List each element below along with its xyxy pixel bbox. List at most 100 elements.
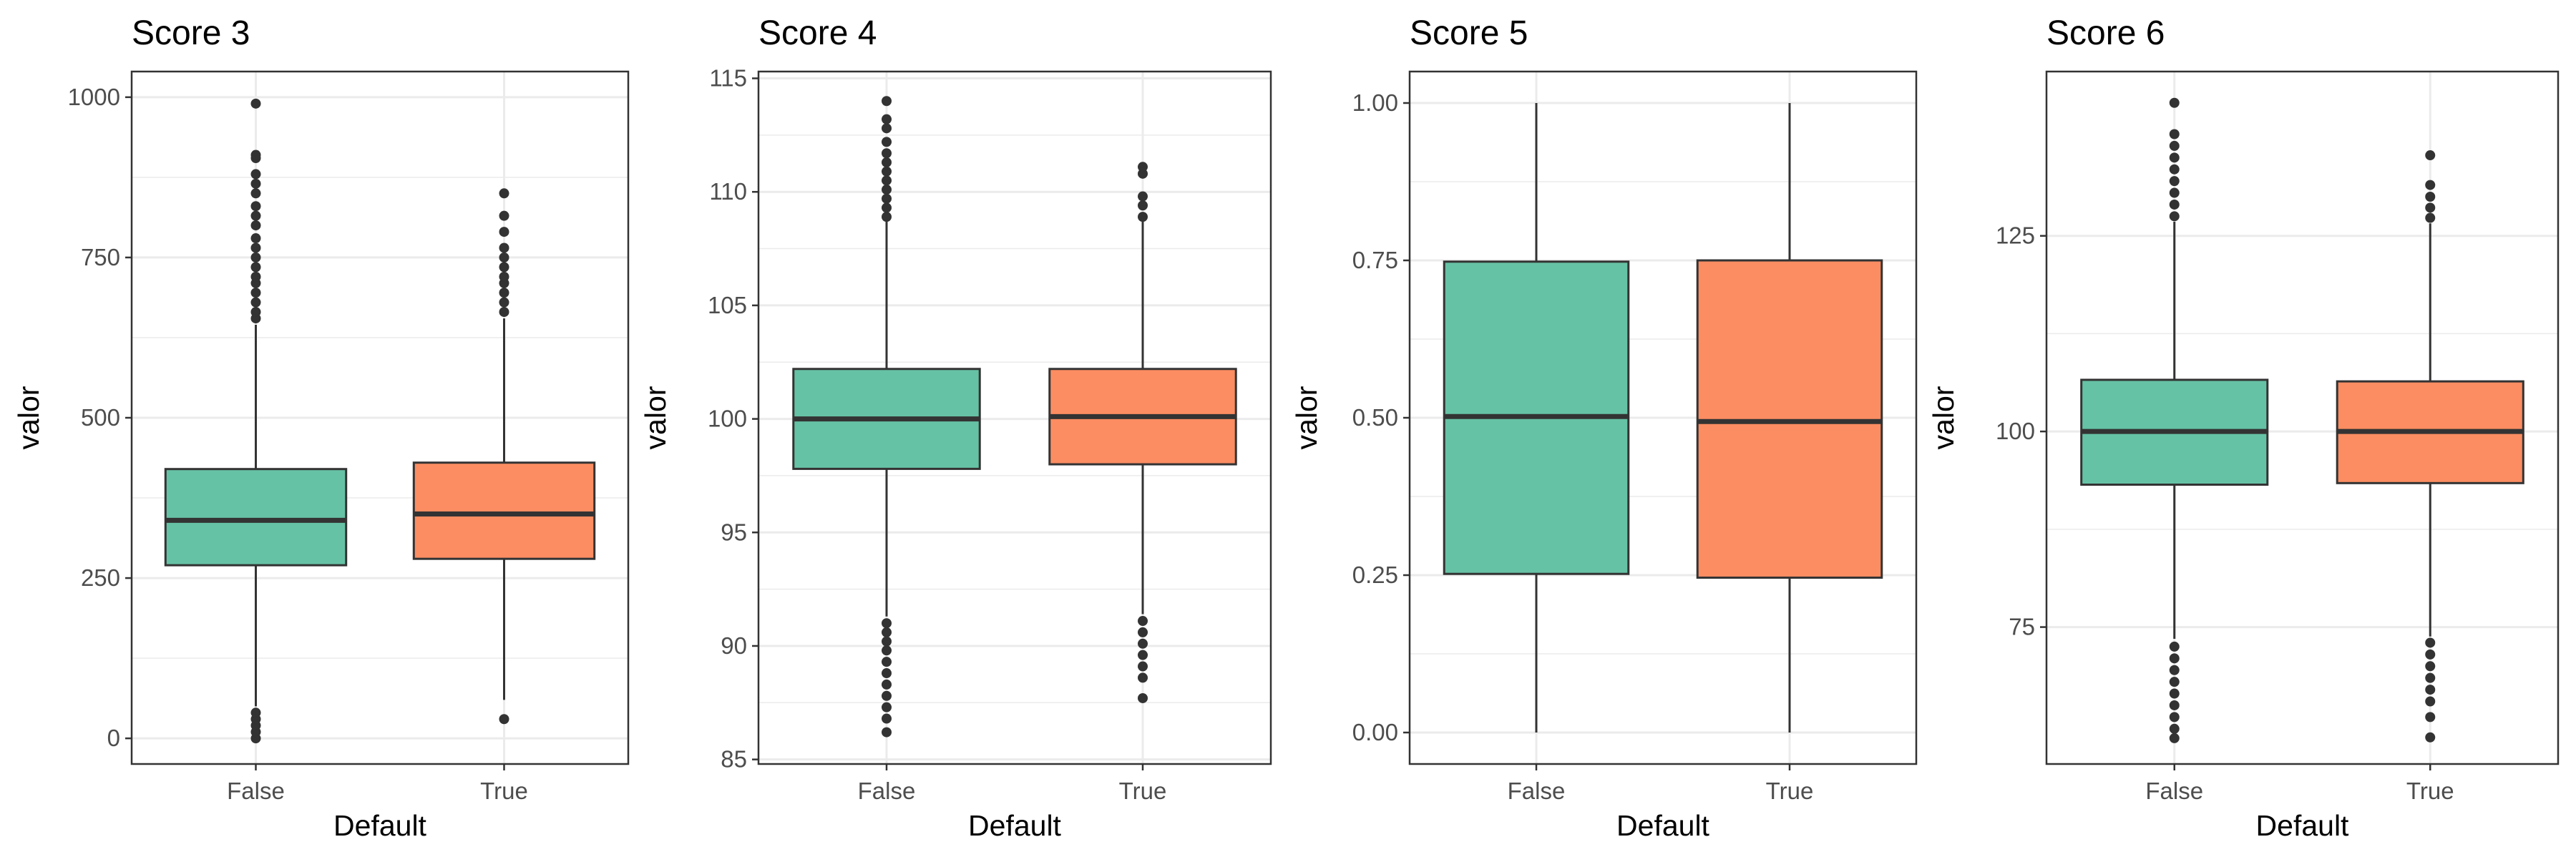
y-tick-label: 115 [709, 65, 747, 92]
outlier-point [882, 185, 892, 195]
y-axis-title: valor [12, 386, 45, 450]
y-tick-label: 0.50 [1352, 404, 1398, 431]
outlier-point [2425, 202, 2436, 213]
outlier-point [882, 668, 892, 679]
box-false [2080, 97, 2269, 743]
outlier-point [499, 188, 509, 199]
outlier-point [2169, 688, 2180, 699]
outlier-point [250, 297, 261, 308]
panel-2: 85 90 95 100 105 110 115 False True Score 4 Defaul… [639, 14, 1272, 842]
x-tick-label: True [480, 778, 528, 804]
outlier-point [2169, 641, 2180, 652]
outlier-point [1138, 661, 1148, 672]
outlier-point [250, 188, 261, 199]
y-tick-label: 105 [708, 292, 747, 318]
outlier-point [1138, 200, 1148, 211]
outlier-point [882, 148, 892, 159]
outlier-point [2169, 97, 2180, 108]
y-axis-title: valor [1927, 386, 1960, 450]
outlier-point [2169, 187, 2180, 198]
outlier-point [499, 288, 509, 298]
y-tick-label: 0.00 [1352, 719, 1398, 745]
outlier-point [2425, 637, 2436, 648]
outlier-point [882, 96, 892, 107]
outlier-point [2425, 696, 2436, 707]
outlier-point [250, 233, 261, 244]
x-tick-label: False [227, 778, 285, 804]
outlier-point [250, 201, 261, 212]
outlier-point [2169, 164, 2180, 175]
outlier-point [250, 307, 261, 318]
y-tick-label: 1000 [68, 84, 120, 110]
outlier-point [250, 220, 261, 231]
outlier-point [2169, 677, 2180, 687]
y-tick-label: 85 [721, 746, 747, 773]
outlier-point [499, 307, 509, 318]
outlier-point [882, 618, 892, 629]
y-axis-title: valor [639, 386, 672, 450]
outlier-point [250, 262, 261, 273]
outlier-point [882, 123, 892, 134]
outlier-point [882, 137, 892, 147]
x-tick-label: False [858, 778, 916, 804]
outlier-point [2169, 723, 2180, 734]
y-axis-title: valor [1290, 386, 1323, 450]
x-axis-title: Default [1616, 809, 1710, 842]
outlier-point [882, 627, 892, 637]
outlier-point [2425, 192, 2436, 202]
outlier-point [1138, 692, 1148, 703]
outlier-point [1138, 616, 1148, 627]
outlier-point [2169, 653, 2180, 664]
iqr-box [412, 461, 596, 560]
outlier-point [2169, 211, 2180, 222]
outlier-point [882, 166, 892, 177]
outlier-point [250, 169, 261, 180]
outlier-point [499, 210, 509, 221]
outlier-point [882, 202, 892, 213]
outlier-point [250, 210, 261, 221]
box-true [1048, 162, 1237, 703]
x-tick-label: True [2406, 778, 2454, 804]
outlier-point [2425, 672, 2436, 683]
y-tick-label: 100 [1996, 418, 2035, 444]
panel-3: 0.00 0.25 0.50 0.75 1.00 False True Score 5 Defa… [1290, 14, 1918, 842]
outlier-point [882, 193, 892, 204]
outlier-point [2169, 733, 2180, 743]
outlier-point [2169, 665, 2180, 675]
outlier-point [1138, 638, 1148, 649]
outlier-point [882, 702, 892, 712]
y-tick-label: 250 [81, 564, 120, 591]
outlier-point [882, 690, 892, 701]
y-tick-label: 750 [81, 244, 120, 270]
outlier-point [882, 679, 892, 690]
outlier-point [2425, 712, 2436, 723]
outlier-point [882, 713, 892, 724]
outlier-point [1138, 162, 1148, 172]
iqr-box [1696, 259, 1883, 579]
outlier-point [2425, 685, 2436, 695]
outlier-point [250, 271, 261, 282]
panel-title: Score 4 [758, 14, 877, 52]
box-true [412, 188, 596, 725]
outlier-point [2425, 649, 2436, 660]
outlier-point [499, 297, 509, 308]
panel-1: 0 250 500 750 1000 False True Score 3 Default val… [12, 14, 630, 842]
outlier-point [499, 252, 509, 263]
panel-4: 75 100 125 False True Score 6 Default valor [1927, 14, 2560, 842]
outlier-point [2425, 212, 2436, 223]
panel-title: Score 3 [132, 14, 250, 52]
outlier-point [882, 657, 892, 667]
outlier-point [2169, 199, 2180, 210]
outlier-point [1138, 627, 1148, 637]
box-false [792, 96, 981, 738]
panel-border [757, 70, 1272, 765]
y-tick-label: 110 [709, 178, 747, 205]
x-axis-title: Default [968, 809, 1062, 842]
y-tick-label: 0.75 [1352, 247, 1398, 273]
outlier-point [250, 178, 261, 189]
iqr-box [164, 468, 348, 567]
outlier-point [882, 212, 892, 222]
outlier-point [2425, 661, 2436, 672]
outlier-point [250, 243, 261, 253]
